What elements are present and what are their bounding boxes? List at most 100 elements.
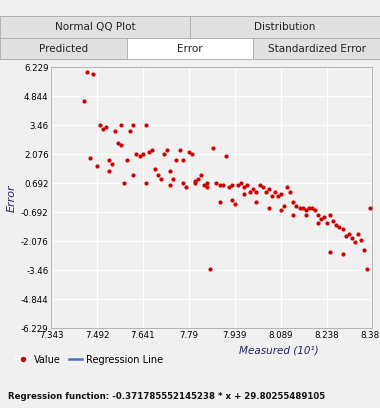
Point	[142, 180, 149, 186]
Point	[195, 176, 201, 182]
Point	[198, 171, 204, 178]
Point	[217, 199, 223, 205]
Point	[339, 251, 345, 258]
Point	[214, 180, 220, 186]
Point	[315, 220, 321, 226]
Point	[253, 188, 260, 195]
Point	[349, 235, 355, 241]
Point	[312, 207, 318, 214]
Point	[238, 180, 244, 186]
Y-axis label: Error: Error	[6, 184, 17, 212]
Point	[180, 180, 186, 186]
Point	[336, 224, 342, 231]
Point	[127, 128, 133, 134]
Text: Standardized Error: Standardized Error	[268, 44, 366, 53]
Point	[346, 230, 352, 237]
Point	[318, 215, 324, 222]
Point	[309, 205, 315, 212]
Point	[263, 188, 269, 195]
Point	[281, 203, 287, 210]
Point	[130, 171, 136, 178]
Point	[189, 151, 195, 157]
Text: Distribution: Distribution	[254, 22, 316, 32]
Point	[284, 184, 290, 191]
Point	[109, 161, 115, 168]
Point	[164, 146, 170, 153]
Point	[158, 176, 164, 182]
Point	[275, 193, 281, 199]
Point	[211, 144, 217, 151]
Text: Normal QQ Plot: Normal QQ Plot	[55, 22, 135, 32]
Point	[361, 247, 367, 253]
Point	[306, 205, 312, 212]
Point	[177, 146, 183, 153]
Point	[115, 140, 121, 146]
Point	[167, 182, 173, 188]
Point	[97, 121, 103, 128]
Point	[155, 171, 161, 178]
Text: Predicted: Predicted	[39, 44, 88, 53]
Legend: Value, Regression Line: Value, Regression Line	[13, 351, 167, 368]
Point	[241, 191, 247, 197]
Point	[278, 207, 284, 214]
Point	[93, 163, 100, 170]
Point	[253, 199, 260, 205]
Point	[201, 182, 207, 188]
Point	[183, 184, 189, 191]
Point	[250, 186, 256, 193]
Point	[186, 149, 192, 155]
Point	[121, 180, 127, 186]
Point	[266, 205, 272, 212]
Point	[290, 211, 296, 218]
Point	[167, 167, 173, 174]
Point	[149, 146, 155, 153]
Point	[106, 157, 112, 164]
Point	[339, 226, 345, 233]
Point	[358, 237, 364, 243]
Point	[192, 180, 198, 186]
Point	[278, 191, 284, 197]
Point	[272, 188, 278, 195]
Point	[343, 232, 349, 239]
Point	[232, 201, 238, 207]
Point	[290, 199, 296, 205]
Point	[330, 218, 336, 224]
Point	[180, 157, 186, 164]
Point	[124, 157, 130, 164]
Point	[241, 184, 247, 191]
Point	[106, 167, 112, 174]
Point	[266, 186, 272, 193]
Point	[223, 153, 229, 159]
Point	[229, 197, 235, 203]
Point	[146, 149, 152, 155]
Point	[244, 182, 250, 188]
Point	[139, 151, 146, 157]
Text: Measured (10¹): Measured (10¹)	[239, 346, 319, 356]
Point	[302, 211, 309, 218]
Point	[136, 153, 142, 159]
Text: Regression function: -0.371785552145238 * x + 29.80255489105: Regression function: -0.371785552145238 …	[8, 392, 325, 401]
Point	[118, 142, 124, 149]
Point	[90, 71, 97, 78]
Point	[293, 203, 299, 210]
Point	[204, 180, 210, 186]
Point	[142, 121, 149, 128]
Point	[207, 266, 213, 273]
Point	[161, 151, 167, 157]
Point	[302, 207, 309, 214]
Point	[355, 230, 361, 237]
Point	[256, 182, 263, 188]
Point	[296, 205, 302, 212]
Point	[173, 157, 179, 164]
Point	[229, 182, 235, 188]
Point	[367, 205, 373, 212]
Point	[87, 155, 93, 161]
Point	[333, 222, 339, 228]
Point	[130, 121, 136, 128]
Point	[352, 239, 358, 245]
Point	[269, 193, 275, 199]
Point	[103, 123, 109, 130]
Point	[220, 182, 226, 188]
Point	[324, 220, 330, 226]
Text: Error: Error	[177, 44, 203, 53]
